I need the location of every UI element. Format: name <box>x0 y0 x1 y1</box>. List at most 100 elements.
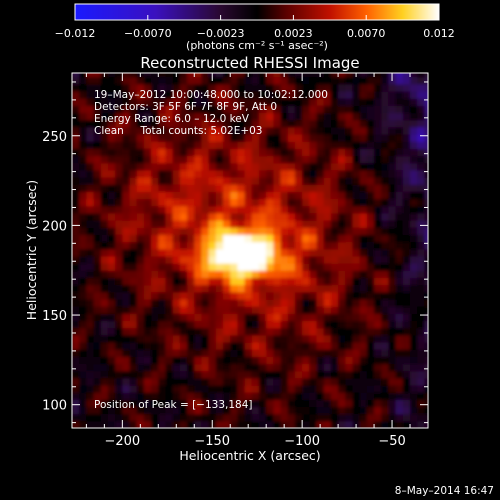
heatmap-cell <box>366 234 375 243</box>
heatmap-cell <box>424 105 428 114</box>
heatmap-cell <box>100 377 109 386</box>
heatmap-cell <box>122 370 131 379</box>
heatmap-cell <box>122 148 131 157</box>
heatmap-cell <box>280 284 289 293</box>
heatmap-cell <box>266 284 274 293</box>
colorbar-tick-label: −0.012 <box>55 27 96 40</box>
heatmap-cell <box>237 298 246 307</box>
heatmap-cell <box>345 162 354 171</box>
heatmap-cell <box>402 399 411 408</box>
heatmap-cell <box>294 341 303 350</box>
heatmap-cell <box>187 227 195 235</box>
heatmap-cell <box>230 112 239 121</box>
heatmap-cell <box>374 349 382 357</box>
heatmap-cell <box>359 406 368 415</box>
heatmap-cell <box>215 73 224 78</box>
heatmap-cell <box>107 119 116 128</box>
heatmap-cell <box>374 406 382 415</box>
heatmap-cell <box>395 356 404 365</box>
heatmap-cell <box>136 334 145 343</box>
heatmap-cell <box>244 162 253 171</box>
heatmap-cell <box>417 284 426 293</box>
heatmap-cell <box>244 248 253 257</box>
heatmap-cell <box>215 270 224 278</box>
heatmap-cell <box>323 363 332 372</box>
heatmap-cell <box>208 105 217 114</box>
heatmap-cell <box>244 291 253 300</box>
heatmap-cell <box>151 73 159 78</box>
heatmap-cell <box>107 327 116 336</box>
heatmap-cell <box>424 141 428 149</box>
heatmap-cell <box>72 119 80 128</box>
heatmap-cell <box>273 90 282 99</box>
heatmap-cell <box>287 212 296 221</box>
heatmap-cell <box>410 76 418 85</box>
heatmap-cell <box>323 198 332 207</box>
heatmap-cell <box>323 399 332 408</box>
heatmap-cell <box>158 363 167 372</box>
heatmap-cell <box>273 306 282 314</box>
heatmap-cell <box>402 76 411 85</box>
heatmap-cell <box>230 413 239 422</box>
heatmap-cell <box>374 263 382 271</box>
heatmap-cell <box>345 148 354 157</box>
heatmap-cell <box>338 420 346 428</box>
heatmap-cell <box>294 306 303 314</box>
heatmap-cell <box>179 327 188 336</box>
heatmap-cell <box>410 155 418 164</box>
heatmap-cell <box>323 241 332 250</box>
heatmap-cell <box>179 255 188 264</box>
heatmap-cell <box>215 334 224 343</box>
heatmap-cell <box>187 198 195 207</box>
heatmap-cell <box>258 392 267 400</box>
heatmap-cell <box>424 126 428 135</box>
heatmap-cell <box>388 98 397 106</box>
heatmap-cell <box>72 126 80 135</box>
heatmap-cell <box>237 148 246 157</box>
heatmap-cell <box>107 241 116 250</box>
heatmap-cell <box>136 270 145 278</box>
heatmap-cell <box>79 420 87 428</box>
heatmap-cell <box>424 198 428 207</box>
heatmap-cell <box>309 133 318 142</box>
heatmap-cell <box>338 334 346 343</box>
heatmap-cell <box>100 399 109 408</box>
heatmap-cell <box>215 313 224 322</box>
heatmap-cell <box>417 126 426 135</box>
colorbar-tick-label: −0.0070 <box>124 27 172 40</box>
heatmap-cell <box>330 198 339 207</box>
heatmap-cell <box>151 298 159 307</box>
heatmap-cell <box>381 90 390 99</box>
heatmap-cell <box>345 205 354 214</box>
heatmap-cell <box>237 306 246 314</box>
heatmap-cell <box>359 298 368 307</box>
heatmap-cell <box>273 169 282 178</box>
heatmap-cell <box>381 227 390 235</box>
heatmap-cell <box>402 291 411 300</box>
heatmap-cell <box>323 169 332 178</box>
heatmap-cell <box>417 334 426 343</box>
heatmap-cell <box>302 162 310 171</box>
heatmap-cell <box>208 126 217 135</box>
heatmap-cell <box>273 320 282 329</box>
heatmap-cell <box>201 119 210 128</box>
heatmap-cell <box>309 73 318 78</box>
heatmap-cell <box>237 406 246 415</box>
heatmap-cell <box>366 119 375 128</box>
heatmap-cell <box>201 406 210 415</box>
heatmap-cell <box>417 227 426 235</box>
heatmap-cell <box>251 406 260 415</box>
colorbar-ticks <box>74 15 440 20</box>
heatmap-cell <box>359 198 368 207</box>
heatmap-cell <box>201 248 210 257</box>
heatmap-cell <box>208 392 217 400</box>
heatmap-cell <box>86 126 95 135</box>
heatmap-cell <box>244 184 253 192</box>
heatmap-cell <box>388 298 397 307</box>
heatmap-cell <box>237 227 246 235</box>
heatmap-cell <box>129 284 138 293</box>
heatmap-cell <box>100 320 109 329</box>
heatmap-cell <box>273 212 282 221</box>
heatmap-cell <box>129 399 138 408</box>
heatmap-cell <box>122 126 131 135</box>
